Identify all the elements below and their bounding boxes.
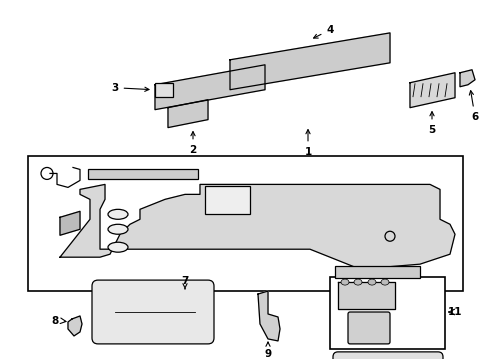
Bar [88,170,198,179]
Ellipse shape [367,279,375,285]
Polygon shape [155,65,264,110]
Ellipse shape [380,279,388,285]
Text: 8: 8 [51,316,59,326]
Text: 10: 10 [0,359,1,360]
Text: 4: 4 [313,25,333,38]
FancyBboxPatch shape [332,352,442,360]
Polygon shape [409,73,454,108]
Text: 6: 6 [468,91,478,122]
FancyBboxPatch shape [347,312,389,344]
Text: 1: 1 [304,130,311,157]
Bar [204,186,249,214]
Polygon shape [459,70,474,87]
Polygon shape [229,33,389,90]
Polygon shape [337,282,394,309]
Ellipse shape [108,224,128,234]
Ellipse shape [353,279,361,285]
Polygon shape [68,316,82,336]
Polygon shape [60,184,454,269]
Text: 2: 2 [189,132,196,154]
Bar [334,266,419,278]
Bar [155,83,173,97]
Ellipse shape [108,242,128,252]
Polygon shape [168,100,207,127]
Text: 9: 9 [264,342,271,359]
Bar [28,157,462,291]
Ellipse shape [108,209,128,219]
Text: 7: 7 [181,276,188,289]
Polygon shape [258,291,280,341]
Polygon shape [60,211,80,235]
FancyBboxPatch shape [92,280,214,344]
Text: 3: 3 [111,83,149,93]
Bar [329,277,444,349]
Text: 11: 11 [447,307,461,317]
Ellipse shape [340,279,348,285]
Text: 5: 5 [427,112,435,135]
